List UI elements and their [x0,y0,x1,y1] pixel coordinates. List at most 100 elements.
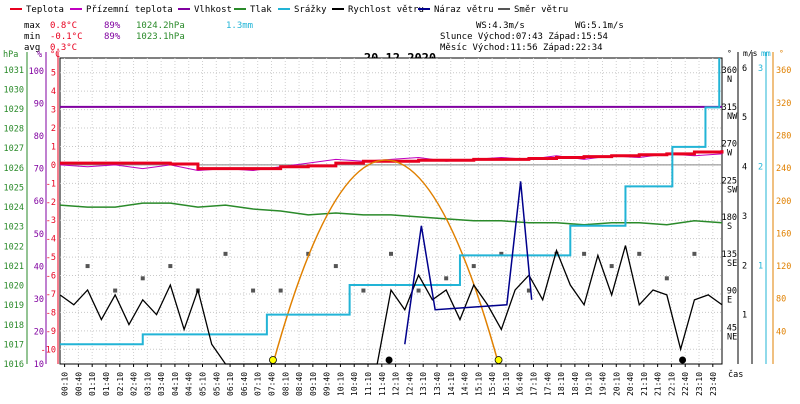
temp-axis-tick: -6 [46,272,56,282]
max-hum: 89% [104,21,121,31]
series-pressure [59,202,723,226]
x-tick-label: 19:40 [598,372,607,396]
x-tick-label: 08:40 [295,372,304,396]
humidity-axis-tick: 30 [34,295,44,305]
sun-marker [494,356,503,364]
pressure-axis-tick: 1031 [4,66,24,76]
humidity-unit: % [37,50,42,60]
x-tick-label: 10:40 [350,372,359,396]
wind-axis-tick: 1 [742,311,747,321]
dir-point [664,276,669,281]
dir-point [416,288,421,293]
pressure-axis-tick: 1029 [4,105,24,115]
max-label: max [24,21,41,31]
sun-axis-tick: 200 [776,197,791,207]
legend-label: Tlak [250,5,272,15]
temp-axis-tick: 4 [51,87,56,97]
rain-axis-tick: 3 [758,64,763,74]
temp-axis-tick: -3 [46,216,56,226]
humidity-axis-tick: 100 [29,67,44,77]
dir-axis-tick: 45 [727,323,737,333]
x-tick-label: 20:40 [626,372,635,396]
x-tick-label: 21:10 [640,372,649,396]
x-tick-label: 05:10 [199,372,208,396]
pressure-axis-tick: 1016 [4,360,24,370]
pressure-axis-tick: 1030 [4,85,24,95]
humidity-axis-tick: 60 [34,197,44,207]
dir-compass-label: SE [727,259,737,269]
pressure-axis-tick: 1021 [4,262,24,272]
x-tick-label: 04:40 [185,372,194,396]
min-label: min [24,32,40,42]
x-tick-label: 19:10 [585,372,594,396]
wind-axis-tick: 2 [742,261,747,271]
x-tick-label: 04:10 [171,372,180,396]
x-tick-label: 16:10 [502,372,511,396]
temp-axis-tick: 3 [51,106,56,116]
dir-point [471,264,476,269]
x-tick-label: 06:10 [226,372,235,396]
rain-axis-tick: 2 [758,163,763,173]
dir-point [637,251,642,256]
sun-axis-tick: 360 [776,66,791,76]
dir-compass-label: SW [727,185,738,195]
axes: 1016101710181019102010211022102310241025… [3,49,791,370]
sun-times: Slunce Východ:07:43 Západ:15:54 [440,32,608,42]
pressure-unit: hPa [3,50,18,60]
x-tick-label: 11:40 [378,372,387,396]
wind-axis-tick: 3 [742,212,747,222]
min-press: 1023.1hPa [136,32,185,42]
x-tick-label: 12:40 [405,372,414,396]
dir-axis-tick: 360 [722,66,737,76]
plot-frame [59,57,723,365]
x-tick-label: 03:40 [157,372,166,396]
x-tick-label: 23:40 [709,372,718,396]
legend-label: Směr větru [514,5,568,15]
dir-compass-label: E [727,296,732,306]
x-tick-label: 18:40 [571,372,580,396]
x-tick-label: 07:40 [267,372,276,396]
pressure-axis-tick: 1017 [4,340,24,350]
dir-point [251,288,256,293]
temp-axis-tick: 5 [51,69,56,79]
rain-unit: mm [761,49,771,58]
series-rain [60,58,721,346]
x-tick-label: 12:10 [392,372,401,396]
x-tick-label: 18:10 [557,372,566,396]
pressure-axis-tick: 1024 [4,203,24,213]
humidity-axis-tick: 50 [34,230,44,240]
dir-point [140,276,145,281]
grid [59,57,723,365]
dir-compass-label: S [727,222,732,232]
sun-axis-tick: 120 [776,262,791,272]
dir-axis-tick: 135 [722,250,737,260]
dir-point [361,288,366,293]
humidity-axis-tick: 70 [34,165,44,175]
x-axis-unit: čas [728,369,743,380]
dir-point [582,251,587,256]
x-tick-label: 17:40 [543,372,552,396]
pressure-axis-tick: 1022 [4,242,24,252]
x-tick-label: 02:10 [116,372,125,396]
dir-axis-tick: 315 [722,103,737,113]
pressure-axis-tick: 1026 [4,164,24,174]
dir-point [223,251,228,256]
wind-axis-tick: 5 [742,113,747,123]
sun-marker [269,356,277,364]
avg-temp: 0.3°C [50,43,77,53]
temp-axis-tick: 0 [51,161,56,171]
moon-marker [679,356,687,364]
dir-point [554,251,559,256]
x-tick-label: 22:10 [667,372,676,396]
x-tick-label: 15:40 [488,372,497,396]
rain-total: 1.3mm [226,21,253,31]
dir-point [85,264,90,269]
x-tick-label: 14:10 [447,372,456,396]
dir-compass-label: NE [727,332,737,342]
x-tick-label: 17:10 [530,372,539,396]
x-tick-label: 00:10 [61,372,70,396]
temp-axis-tick: -8 [46,308,56,318]
dir-point [278,288,283,293]
x-tick-label: 00:40 [74,372,83,396]
